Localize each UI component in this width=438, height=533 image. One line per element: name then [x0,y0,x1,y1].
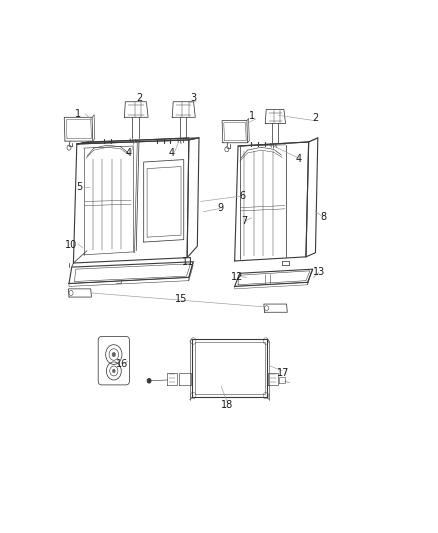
Text: 17: 17 [277,368,289,377]
Text: 3: 3 [190,93,196,103]
Text: 13: 13 [313,268,325,278]
Text: 9: 9 [217,204,223,213]
Text: 4: 4 [169,148,175,158]
Text: 4: 4 [295,154,301,164]
Text: 5: 5 [76,182,82,192]
Text: 4: 4 [126,148,132,158]
Circle shape [112,352,116,357]
Text: 15: 15 [175,294,187,304]
Text: 12: 12 [231,271,244,281]
Text: 2: 2 [136,93,142,103]
Circle shape [112,369,116,373]
Text: 1: 1 [75,109,81,119]
Text: 8: 8 [321,212,327,222]
Text: 2: 2 [312,113,318,123]
Text: 7: 7 [241,216,247,226]
Text: 11: 11 [182,257,194,267]
Text: 18: 18 [221,400,233,410]
Text: 6: 6 [239,191,245,201]
Circle shape [148,379,151,383]
Text: 1: 1 [249,111,255,122]
Text: 10: 10 [65,239,77,249]
Text: 16: 16 [116,359,128,369]
